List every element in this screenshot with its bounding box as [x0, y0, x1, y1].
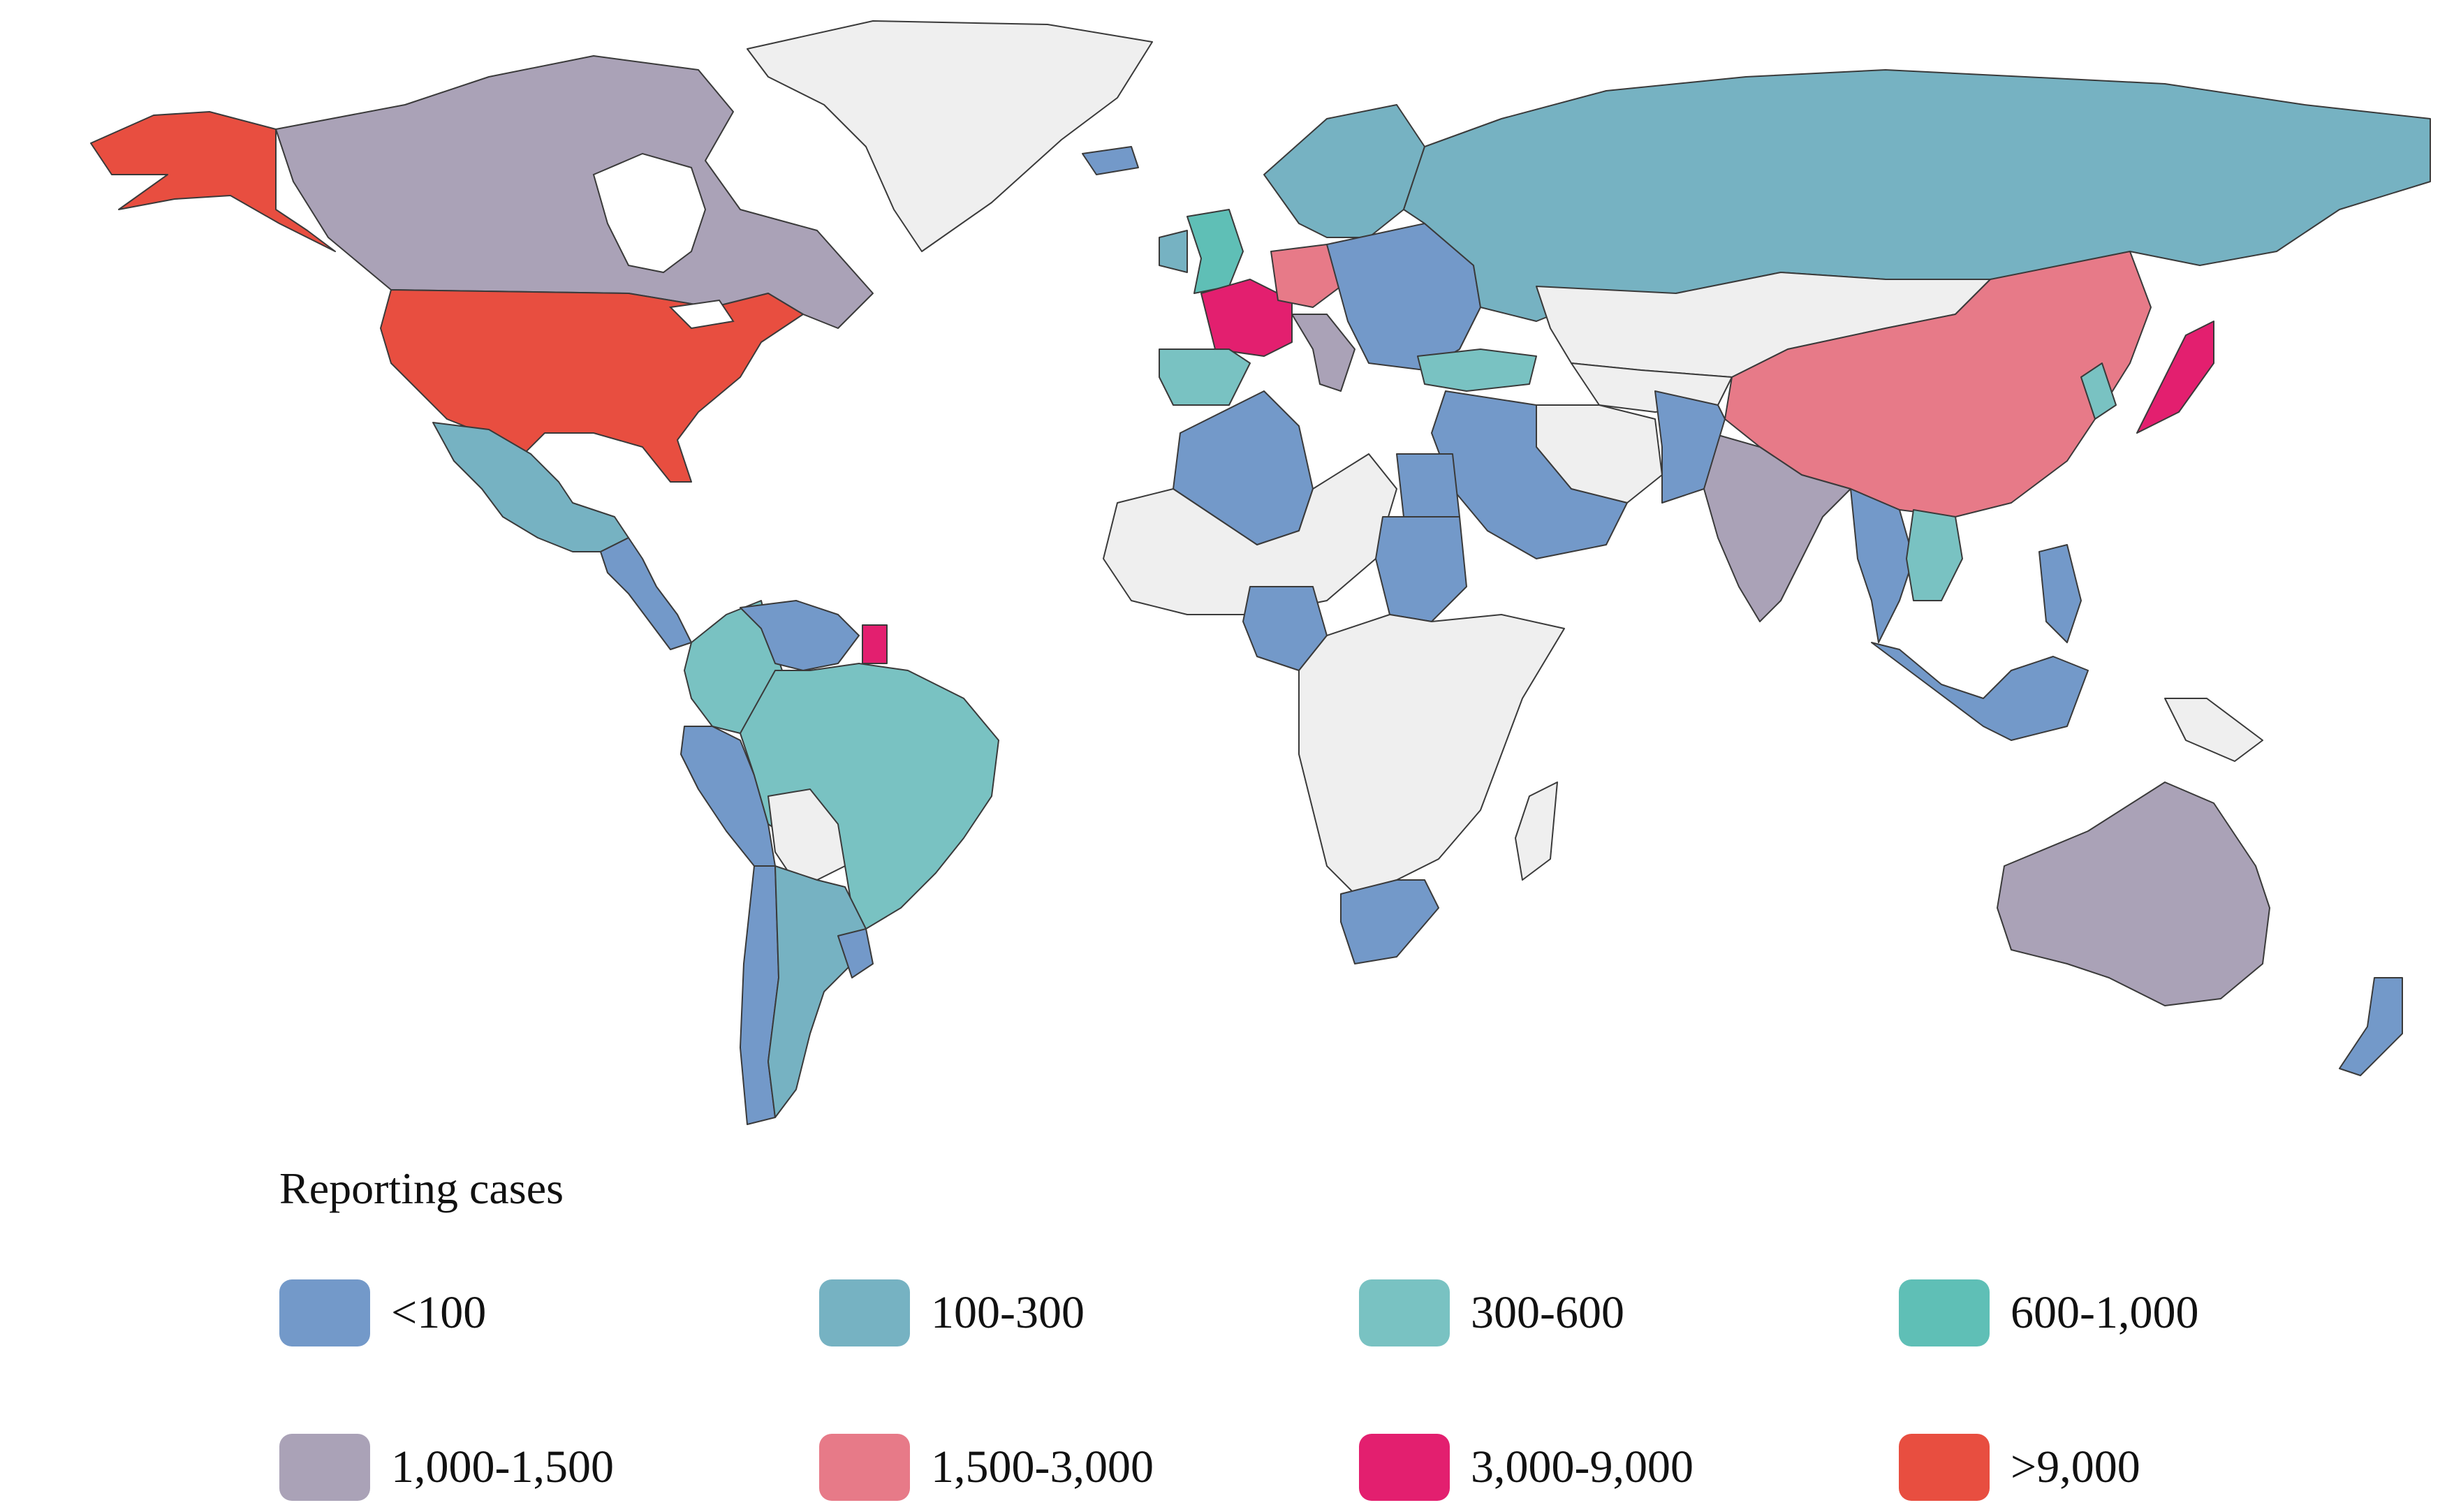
country-shape [1906, 509, 1963, 601]
legend-label: 1,000-1,500 [391, 1441, 614, 1492]
country-shape [1340, 879, 1439, 964]
legend-swatch [279, 1434, 370, 1501]
legend-label: 3,000-9,000 [1471, 1441, 1693, 1492]
legend-label: <100 [391, 1287, 487, 1338]
legend-item: 600-1,000 [1899, 1279, 2198, 1346]
country-shape [740, 600, 860, 671]
country-shape [1186, 209, 1244, 294]
legend-swatch [1899, 1434, 1990, 1501]
country-shape [1103, 453, 1397, 615]
country-shape [2080, 362, 2117, 420]
legend-label: 100-300 [931, 1287, 1085, 1338]
country-shape [380, 289, 804, 483]
hudson-bay [592, 152, 707, 274]
legend-item: <100 [279, 1279, 486, 1346]
country-shape [1375, 516, 1467, 622]
country-shape [2164, 698, 2263, 762]
country-shape [1515, 781, 1558, 881]
country-shape [1997, 781, 2270, 1006]
country-shape [1703, 432, 1851, 622]
country-shape [1159, 230, 1188, 273]
country-shape [1082, 146, 1139, 175]
legend-label: >9,000 [2011, 1441, 2140, 1492]
country-shape [1850, 488, 1914, 643]
country-shape [837, 928, 874, 978]
country-shape [1871, 642, 2089, 741]
country-shape [600, 537, 692, 650]
legend-swatch [819, 1279, 910, 1346]
country-shape [747, 20, 1153, 252]
country-shape [2339, 977, 2403, 1076]
country-shape [1654, 390, 1726, 504]
legend-item: 1,000-1,500 [279, 1434, 614, 1501]
legend-title: Reporting cases [279, 1164, 564, 1213]
world-map [90, 20, 2431, 1125]
legend-swatch [1359, 1434, 1450, 1501]
country-shape [2136, 321, 2214, 434]
country-shape [862, 624, 888, 664]
legend-swatch [279, 1279, 370, 1346]
legend-item: 300-600 [1359, 1279, 1624, 1346]
country-shape [90, 111, 336, 252]
country-shape [1396, 453, 1460, 518]
legend-item: 3,000-9,000 [1359, 1434, 1693, 1501]
legend-label: 600-1,000 [2011, 1287, 2199, 1338]
country-shape [1263, 104, 1425, 238]
country-shape [767, 788, 846, 881]
legend-swatch [819, 1434, 910, 1501]
country-shape [275, 55, 874, 329]
legend-swatch [1359, 1279, 1450, 1346]
country-shape [1417, 348, 1537, 392]
country-shape [1270, 244, 1342, 308]
country-shape [1159, 348, 1251, 406]
great-lakes [668, 299, 735, 330]
legend-item: >9,000 [1899, 1434, 2140, 1501]
legend-item: 100-300 [819, 1279, 1085, 1346]
legend-label: 1,500-3,000 [931, 1441, 1154, 1492]
country-shape [1200, 279, 1293, 357]
country-shape [767, 865, 867, 1118]
legend-item: 1,500-3,000 [819, 1434, 1154, 1501]
country-shape [1403, 69, 2431, 322]
country-shape [2038, 544, 2082, 643]
country-shape [1291, 314, 1355, 392]
country-shape [1298, 614, 1565, 895]
legend-label: 300-600 [1471, 1287, 1624, 1338]
legend-swatch [1899, 1279, 1990, 1346]
